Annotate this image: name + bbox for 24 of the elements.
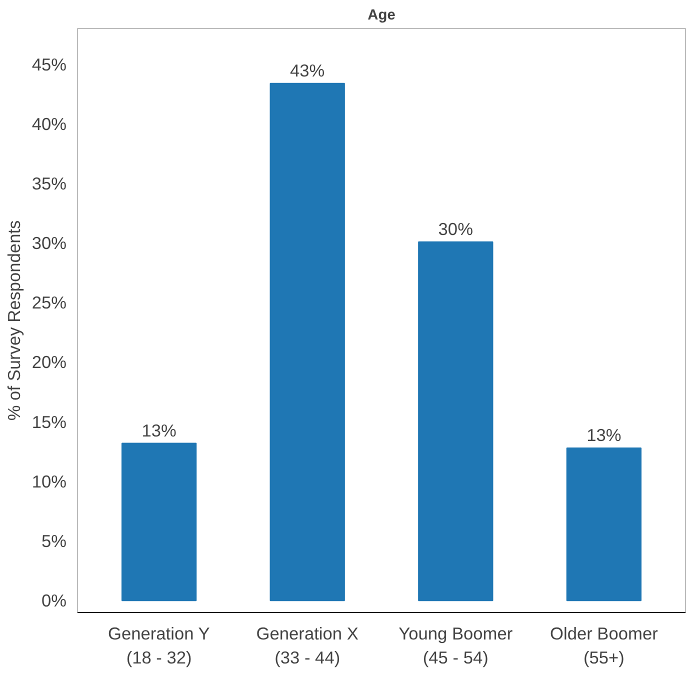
bar xyxy=(566,448,642,602)
x-tick-label: Generation X (33 - 44) xyxy=(256,624,359,668)
y-tick-label: 45% xyxy=(32,54,67,74)
bar xyxy=(418,241,494,602)
data-label: 30% xyxy=(438,218,473,239)
x-tick-label: Young Boomer (45 - 54) xyxy=(398,624,513,668)
y-tick-label: 40% xyxy=(32,114,67,134)
x-tick-label: Generation Y (18 - 32) xyxy=(108,624,210,668)
data-label: 13% xyxy=(586,425,622,446)
y-tick-label: 10% xyxy=(32,471,67,492)
data-label: 13% xyxy=(142,420,176,440)
y-tick-label: 25% xyxy=(32,292,67,313)
y-tick-label: 5% xyxy=(41,530,66,551)
y-tick-label: 30% xyxy=(32,233,67,254)
y-tick-label: 0% xyxy=(41,590,66,611)
y-tick-label: 20% xyxy=(32,352,67,372)
data-label: 43% xyxy=(290,60,325,80)
chart-title: Age xyxy=(368,8,396,24)
y-axis-title: % of Survey Respondents xyxy=(4,220,24,421)
y-tick-label: 15% xyxy=(32,412,67,432)
y-tick-label: 35% xyxy=(32,173,67,194)
bar xyxy=(121,442,197,602)
bar xyxy=(270,82,345,602)
x-tick-label: Older Boomer (55+) xyxy=(550,624,658,668)
